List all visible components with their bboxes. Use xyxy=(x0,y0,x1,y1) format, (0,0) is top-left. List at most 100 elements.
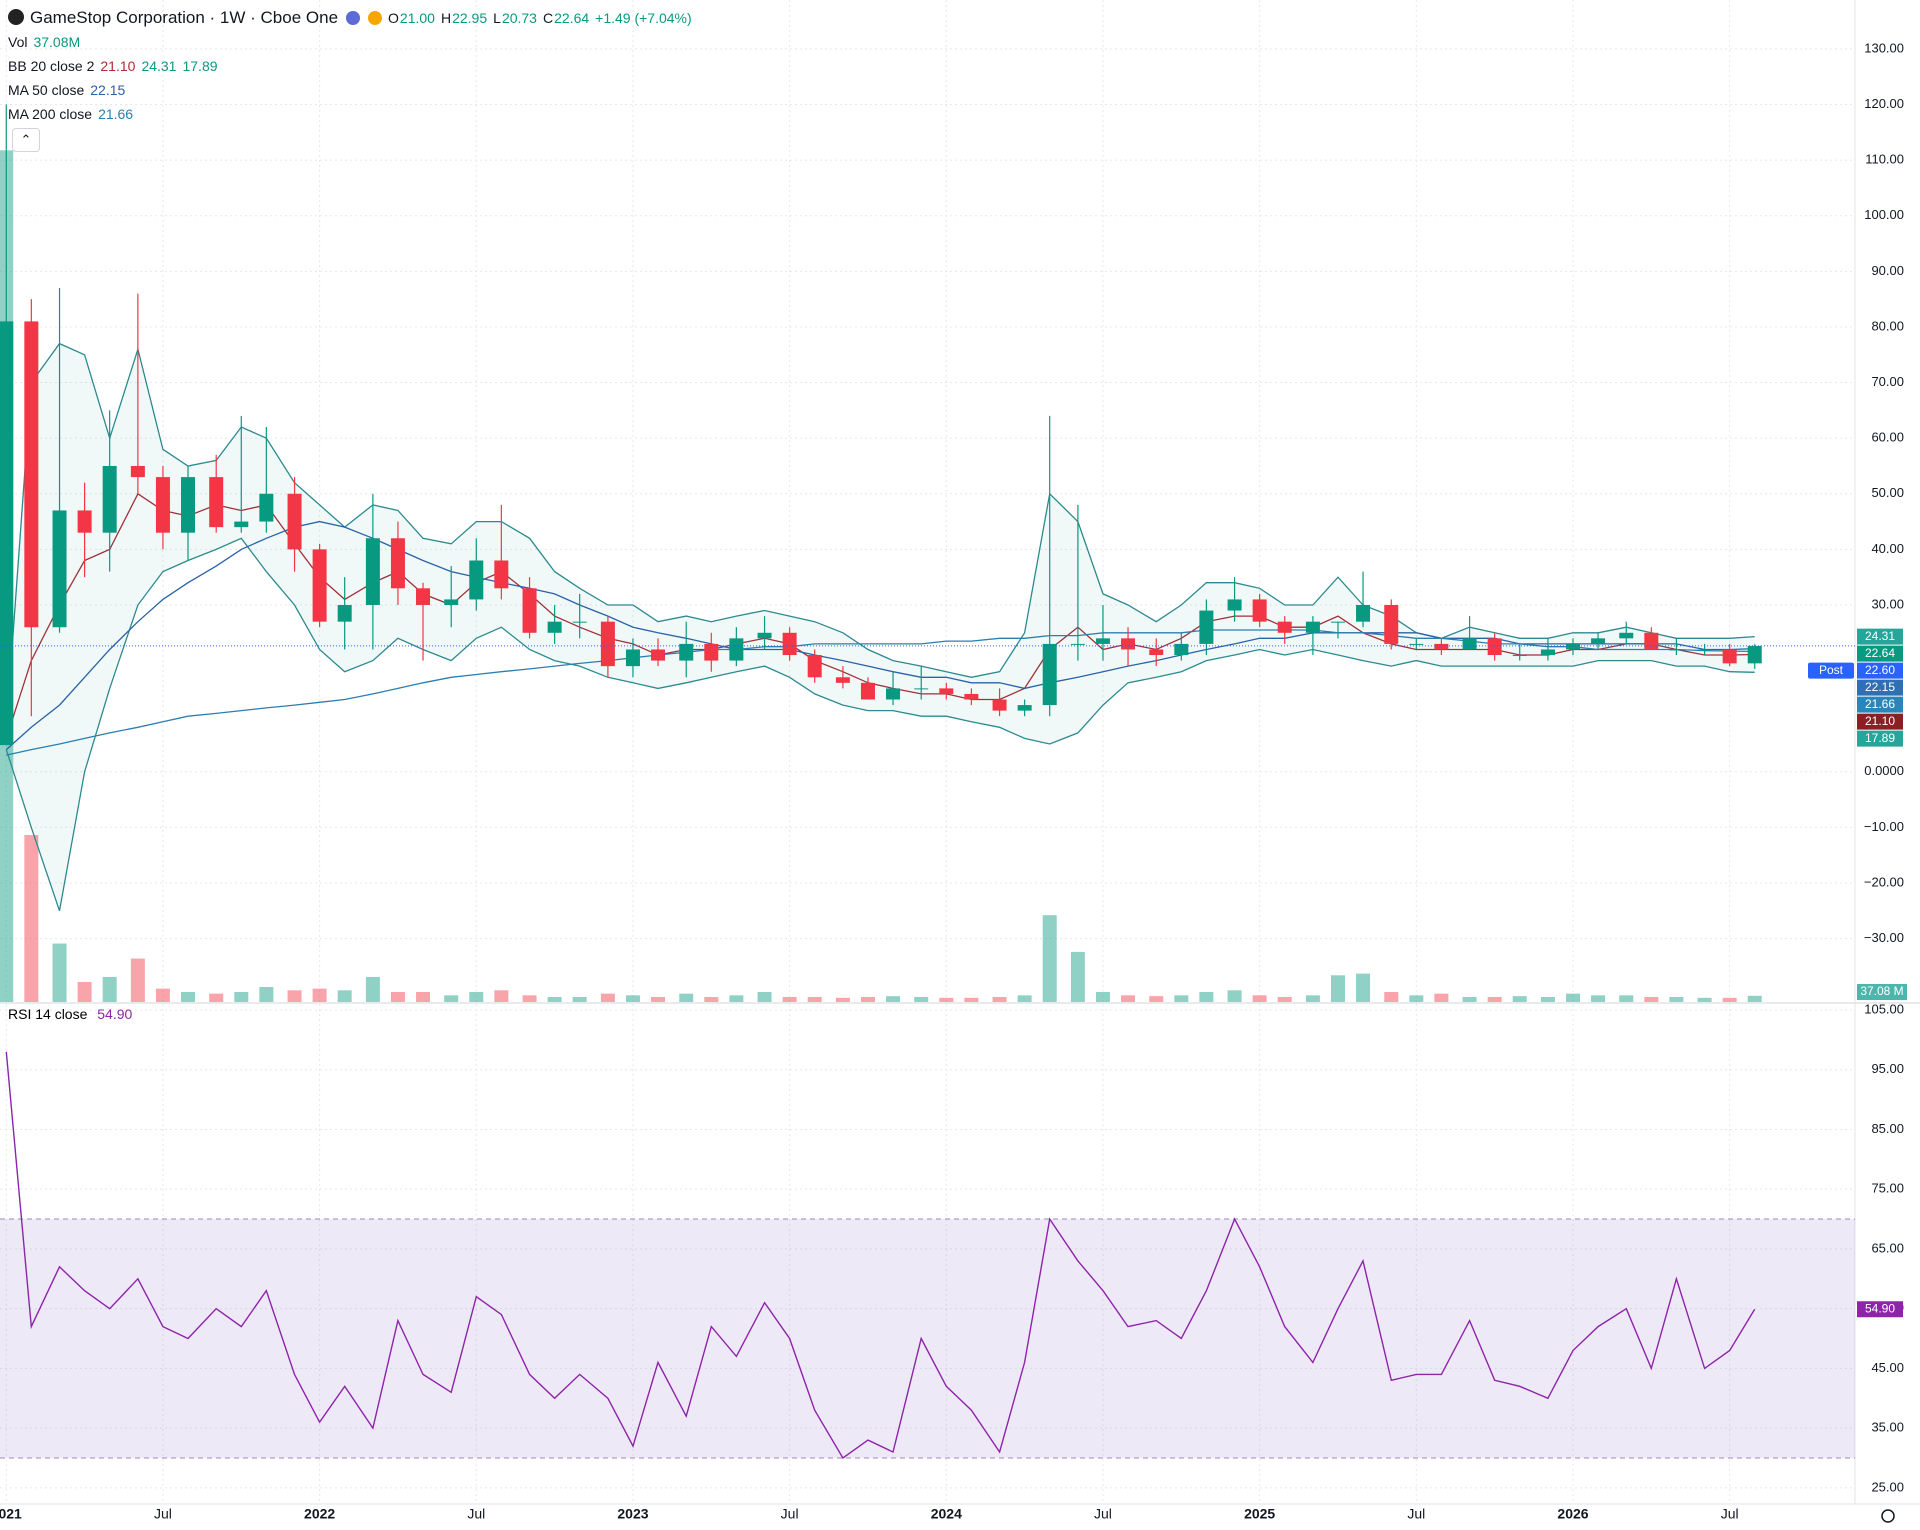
volume-bar xyxy=(704,996,719,1002)
volume-bar xyxy=(914,996,929,1002)
volume-bar xyxy=(1722,997,1737,1002)
volume-bar xyxy=(1409,995,1424,1002)
candle-body xyxy=(52,510,67,628)
candle-body xyxy=(807,655,822,678)
y-tick-label: 100.00 xyxy=(1864,207,1904,222)
candle-body xyxy=(416,588,431,605)
volume-bar xyxy=(522,995,537,1002)
volume-bar xyxy=(1356,973,1371,1002)
volume-bar xyxy=(1619,995,1634,1002)
ohlc-value: 20.73 xyxy=(501,10,537,26)
candle-body xyxy=(234,521,249,528)
price-tag-label: 24.31 xyxy=(1865,629,1895,643)
price-tag-bg xyxy=(1857,628,1903,645)
ohlc-value: 21.00 xyxy=(399,10,435,26)
legend: GameStop Corporation · 1W · Cboe One O21.… xyxy=(8,6,698,126)
price-tag-label: 17.89 xyxy=(1865,731,1895,745)
status-dot xyxy=(368,11,383,25)
y-tick-label: 95.00 xyxy=(1871,1061,1904,1076)
volume-bar xyxy=(625,995,640,1002)
legend-row: GameStop Corporation · 1W · Cboe One O21.… xyxy=(8,6,698,30)
volume-bar xyxy=(860,996,875,1002)
ohlc-label: H xyxy=(440,10,452,26)
volume-bar xyxy=(234,991,249,1002)
x-tick-label: 2024 xyxy=(931,1506,962,1522)
y-tick-label: 25.00 xyxy=(1871,1479,1904,1494)
candle-body xyxy=(835,677,850,683)
volume-bar xyxy=(469,991,484,1002)
volume-bar xyxy=(939,997,954,1002)
y-tick-label: −30.00 xyxy=(1864,930,1904,945)
settings-icon[interactable] xyxy=(1881,1509,1895,1523)
y-tick-label: 105.00 xyxy=(1864,1001,1904,1016)
volume-bar xyxy=(1747,995,1762,1002)
volume-bar xyxy=(337,990,352,1002)
candle-body xyxy=(886,688,901,700)
price-tag: 22.64 xyxy=(1857,645,1903,662)
candle-body xyxy=(1252,599,1267,622)
candle-body xyxy=(625,649,640,667)
volume-bar xyxy=(1512,996,1527,1002)
candle-body xyxy=(964,693,979,700)
price-tag-bg xyxy=(1857,662,1903,679)
bb-fill xyxy=(6,343,1755,911)
candle-body xyxy=(1356,604,1371,622)
price-tag-label: 21.10 xyxy=(1865,714,1895,728)
price-tag-bg xyxy=(1857,679,1903,696)
price-tag-label: 22.60 xyxy=(1865,663,1895,677)
indicator-value: 24.31 xyxy=(141,58,177,74)
volume-bar xyxy=(1644,996,1659,1002)
candle-body xyxy=(1330,621,1345,623)
volume-bar xyxy=(835,997,850,1002)
x-tick-label: 2023 xyxy=(617,1506,648,1522)
price-tag-bg xyxy=(1857,730,1903,747)
rsi-tag-bg xyxy=(1857,1301,1903,1318)
price-tag-bg xyxy=(1857,696,1903,713)
candle-body xyxy=(572,621,587,623)
price-tag-label: 21.66 xyxy=(1865,697,1895,711)
volume-bar xyxy=(1330,975,1345,1002)
candle-body xyxy=(1174,643,1189,656)
price-tag-bg xyxy=(1857,713,1903,730)
x-tick-label: Jul xyxy=(781,1506,799,1522)
collapse-button[interactable]: ⌃ xyxy=(12,128,40,152)
price-pane xyxy=(0,0,1855,1002)
candle-body xyxy=(914,688,929,690)
y-tick-label: 110.00 xyxy=(1865,152,1904,167)
legend-row: Vol 37.08M xyxy=(8,30,698,54)
rsi-legend: RSI 14 close 54.90 xyxy=(8,1006,132,1022)
price-tag: Post 22.60 xyxy=(1808,662,1903,679)
y-tick-label: 130.00 xyxy=(1864,40,1904,55)
candle-body xyxy=(444,599,459,605)
volume-bar xyxy=(1042,915,1057,1002)
volume-bar xyxy=(992,996,1007,1002)
y-tick-label: −10.00 xyxy=(1864,819,1904,834)
volume-bar xyxy=(1174,995,1189,1002)
x-tick-label: Jul xyxy=(1407,1506,1425,1522)
candle-body xyxy=(1434,643,1449,650)
y-tick-label: 80.00 xyxy=(1871,318,1904,333)
candle-body xyxy=(1305,621,1320,633)
candle-body xyxy=(1540,649,1555,656)
candle-body xyxy=(102,465,117,533)
symbol-logo xyxy=(8,9,24,25)
volume-bar xyxy=(1121,995,1136,1002)
volume-bar xyxy=(1252,995,1267,1002)
volume-bar xyxy=(1540,996,1555,1002)
candle-body xyxy=(365,538,380,605)
volume-bar xyxy=(181,991,196,1002)
volume-bar xyxy=(494,990,509,1002)
candle-body xyxy=(939,688,954,694)
price-tag-label: 22.15 xyxy=(1865,680,1895,694)
rsi-band xyxy=(0,1219,1855,1459)
price-tag: 22.15 xyxy=(1857,679,1903,696)
y-tick-label: 35.00 xyxy=(1871,1420,1904,1435)
volume-bar xyxy=(1697,997,1712,1002)
y-tick-label: 70.00 xyxy=(1871,374,1904,389)
volume-bar xyxy=(757,991,772,1002)
candle-body xyxy=(1409,643,1424,645)
ohlc-label: O xyxy=(388,10,399,26)
x-tick-label: Jul xyxy=(1721,1506,1739,1522)
symbol-title: GameStop Corporation · 1W · Cboe One xyxy=(30,8,339,27)
candle-body xyxy=(1149,649,1164,656)
